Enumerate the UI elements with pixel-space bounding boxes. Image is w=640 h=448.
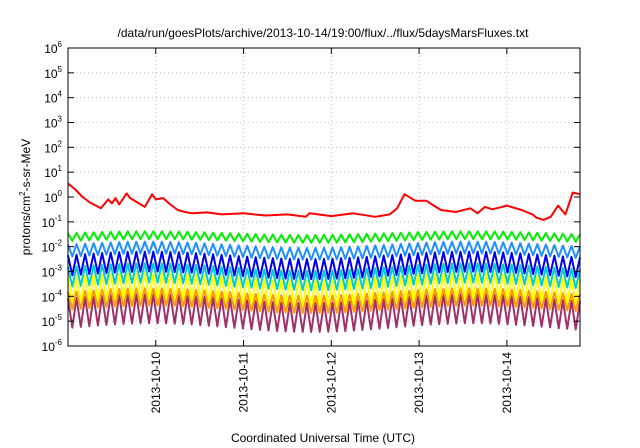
y-tick-label: 101 xyxy=(44,164,62,180)
x-tick-label: 2013-10-14 xyxy=(500,352,514,414)
series-line xyxy=(67,250,581,281)
series-layer xyxy=(67,182,581,333)
y-tick-label: 100 xyxy=(44,189,62,205)
y-tick-label: 103 xyxy=(44,115,62,131)
y-tick-label: 10-1 xyxy=(42,214,63,230)
y-tick-label: 105 xyxy=(44,65,62,81)
series-line xyxy=(67,293,581,333)
y-tick-label: 10-2 xyxy=(42,239,63,255)
x-tick-label: 2013-10-10 xyxy=(149,352,163,414)
y-tick-label: 10-3 xyxy=(42,264,63,280)
y-tick-label: 104 xyxy=(44,90,62,106)
x-tick-label: 2013-10-12 xyxy=(324,352,338,414)
y-tick-label: 102 xyxy=(44,139,62,155)
x-tick-label: 2013-10-11 xyxy=(237,352,251,413)
x-tick-label: 2013-10-13 xyxy=(412,352,426,414)
y-tick-label: 10-6 xyxy=(42,338,63,354)
y-axis: 106 105 104 103 102 101 100 10-1 10-2 10-3 10-4 10-… xyxy=(42,40,580,354)
chart-title: /data/run/goesPlots/archive/2013-10-14/1… xyxy=(118,26,530,40)
y-tick-label: 10-4 xyxy=(42,288,63,304)
series-line xyxy=(67,262,581,292)
series-line xyxy=(67,240,581,261)
x-axis: 2013-10-10 2013-10-11 2013-10-12 2013-10-13… xyxy=(149,48,514,413)
y-axis-label: protons/cm2-s-sr-MeV xyxy=(18,139,33,255)
series-line xyxy=(67,230,581,244)
x-axis-label: Coordinated Universal Time (UTC) xyxy=(231,431,415,445)
series-line xyxy=(67,272,581,307)
series-line xyxy=(67,287,581,314)
y-tick-label: 106 xyxy=(44,40,62,56)
y-tick-label: 10-5 xyxy=(42,313,63,329)
series-line xyxy=(67,182,581,221)
